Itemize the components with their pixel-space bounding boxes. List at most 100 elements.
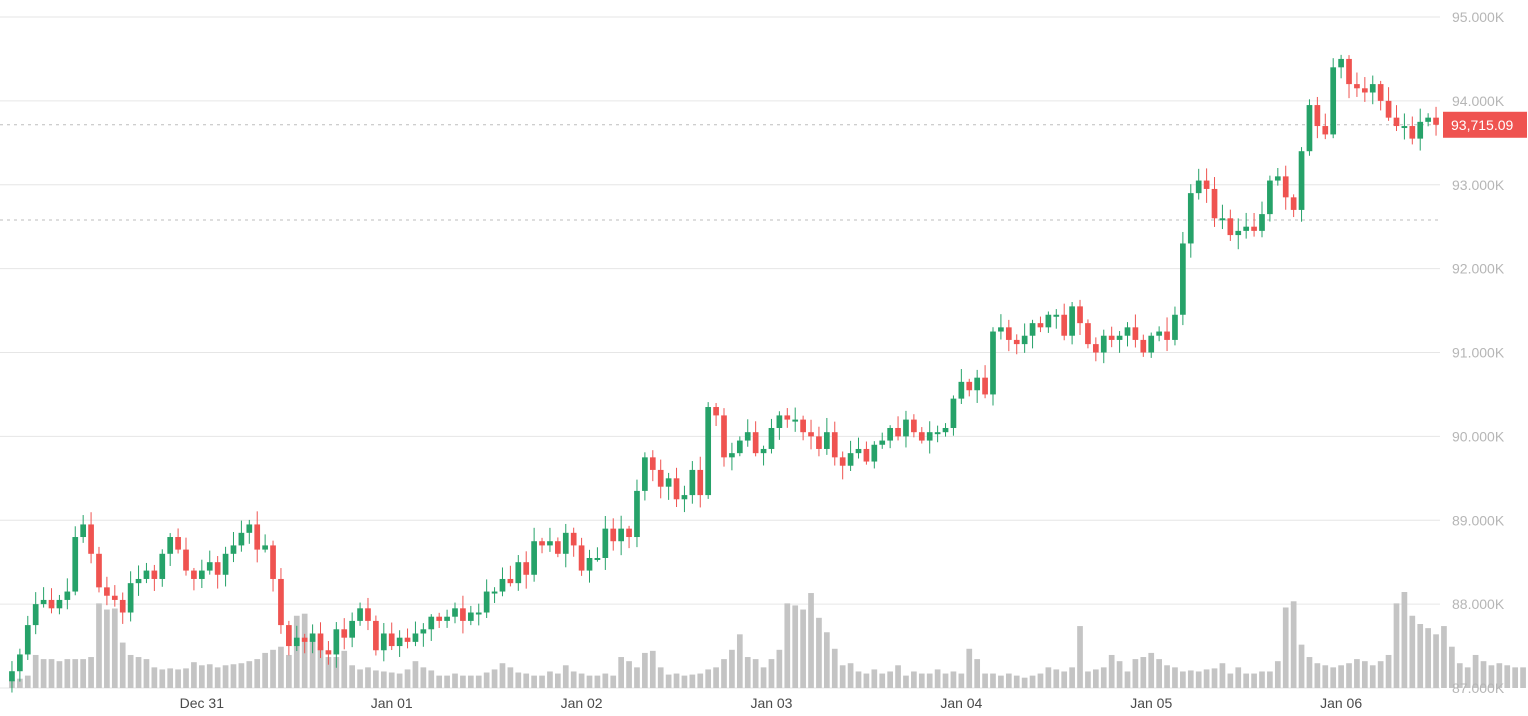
y-tick-label: 88.000K: [1452, 596, 1505, 612]
candle: [934, 425, 941, 443]
volume-bar: [143, 659, 150, 688]
candle: [1069, 301, 1075, 345]
candle: [1290, 194, 1297, 218]
candle-body: [357, 608, 363, 621]
volume-bar: [831, 648, 838, 688]
candle: [776, 411, 783, 440]
volume-bar: [1203, 669, 1210, 688]
candle-body: [151, 570, 158, 579]
candle-body: [1180, 243, 1186, 315]
volume-bar: [1013, 675, 1020, 688]
volume-bar: [1029, 675, 1036, 688]
candle-body: [104, 587, 110, 596]
volume-bar: [467, 675, 474, 688]
candle: [254, 511, 261, 563]
volume-bar: [1211, 668, 1218, 688]
candle: [1401, 113, 1408, 140]
candle-body: [1029, 323, 1036, 336]
volume-bar: [1267, 671, 1273, 688]
candle-body: [96, 553, 102, 588]
volume-bar: [523, 673, 530, 688]
candle-body: [657, 469, 664, 487]
volume-bar: [982, 673, 988, 688]
volume-bar: [649, 650, 656, 688]
candle-body: [626, 528, 632, 538]
volume-bar: [159, 669, 166, 688]
volume-bar: [1045, 667, 1052, 688]
volume-bar: [230, 664, 237, 688]
candle-body: [254, 524, 261, 550]
x-tick-label: Jan 03: [750, 695, 792, 711]
y-tick-label: 87.000K: [1452, 680, 1505, 696]
volume-bar: [562, 665, 569, 688]
candle: [175, 528, 181, 554]
candles: [9, 54, 1439, 693]
candle: [380, 623, 387, 662]
candle-body: [491, 591, 498, 594]
candle-body: [317, 633, 324, 651]
candle: [1092, 337, 1099, 362]
candle-body: [736, 440, 743, 454]
candle: [1077, 299, 1083, 335]
candle-body: [191, 570, 197, 579]
candle: [119, 592, 126, 624]
candle: [483, 579, 490, 618]
candle: [143, 562, 150, 584]
candle: [1124, 322, 1131, 347]
candle: [1361, 77, 1368, 102]
candle-body: [1005, 327, 1012, 340]
candle: [40, 587, 47, 608]
volume-bar: [293, 615, 300, 688]
candle: [167, 533, 174, 566]
volume-bar: [744, 657, 751, 688]
candle-body: [1274, 176, 1281, 181]
candle: [1021, 323, 1028, 353]
candle: [657, 459, 664, 499]
volume-bar: [1393, 603, 1400, 688]
volume-bar: [1187, 670, 1194, 688]
volume-bar: [911, 671, 917, 688]
volume-bar: [776, 649, 783, 688]
candle-body: [143, 570, 150, 579]
volume-bar: [191, 662, 197, 688]
volume-bar: [586, 675, 593, 688]
x-tick-label: Jan 04: [940, 695, 982, 711]
candle-body: [1227, 218, 1234, 236]
volume-bar: [918, 673, 925, 688]
candle-body: [760, 448, 767, 454]
volume-bar: [460, 675, 466, 688]
candle-body: [460, 608, 466, 621]
candle-body: [1369, 84, 1376, 93]
candle-body: [80, 524, 87, 538]
volume-bar: [32, 654, 39, 688]
candle-body: [1377, 84, 1384, 101]
candle: [1085, 319, 1091, 349]
volume-bar: [357, 669, 363, 688]
candle-body: [238, 532, 245, 546]
candle: [222, 546, 229, 587]
volume-bar: [1132, 659, 1139, 688]
candle: [1282, 165, 1289, 210]
volume-bar: [1251, 673, 1257, 688]
candle: [507, 565, 514, 587]
candle-body: [9, 671, 15, 682]
volume-bar: [1488, 665, 1495, 688]
volume-bar: [270, 649, 276, 688]
candle: [594, 547, 601, 562]
volume-bar: [736, 634, 743, 688]
candle: [1132, 314, 1139, 348]
candle-body: [1140, 339, 1147, 353]
candle-body: [744, 432, 751, 441]
volume-bar: [1464, 667, 1471, 688]
candle: [855, 437, 862, 459]
candle: [705, 402, 712, 499]
volume-bar: [1061, 671, 1068, 688]
candle-body: [594, 557, 601, 560]
candle-body: [1290, 197, 1297, 210]
candle-body: [1330, 67, 1337, 135]
candle: [286, 620, 292, 656]
volume-bar: [48, 659, 55, 688]
candle-body: [1124, 327, 1131, 336]
